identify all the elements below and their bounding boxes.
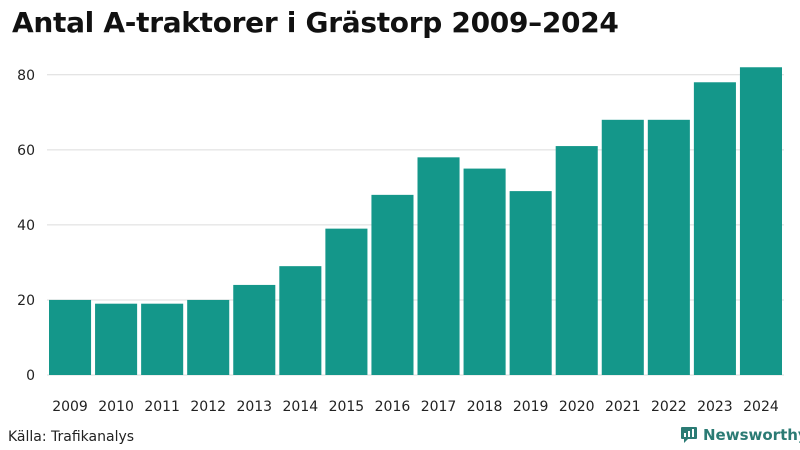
chart-title: Antal A-traktorer i Grästorp 2009–2024 bbox=[12, 6, 619, 39]
x-tick-label: 2020 bbox=[559, 399, 595, 415]
bar-2015 bbox=[325, 228, 368, 375]
bar-2012 bbox=[187, 299, 230, 375]
bars bbox=[49, 67, 782, 376]
bar-2017 bbox=[417, 157, 460, 375]
bar-2020 bbox=[555, 146, 598, 375]
y-axis-ticks: 0 20 40 60 80 bbox=[17, 68, 35, 384]
x-tick-label: 2010 bbox=[98, 399, 134, 415]
y-tick-label: 0 bbox=[26, 368, 35, 384]
x-tick-label: 2015 bbox=[329, 399, 365, 415]
brand-logo: Newsworthy bbox=[680, 426, 800, 444]
bar-2021 bbox=[601, 119, 644, 375]
y-tick-label: 40 bbox=[17, 218, 35, 234]
bar-2014 bbox=[279, 266, 322, 375]
x-tick-label: 2013 bbox=[236, 399, 272, 415]
x-tick-label: 2016 bbox=[375, 399, 411, 415]
x-tick-label: 2014 bbox=[283, 399, 319, 415]
x-tick-label: 2023 bbox=[697, 399, 733, 415]
y-tick-label: 80 bbox=[17, 68, 35, 84]
x-tick-label: 2019 bbox=[513, 399, 549, 415]
bar-2011 bbox=[141, 303, 184, 375]
x-tick-label: 2017 bbox=[421, 399, 457, 415]
x-axis-ticks: 2009 2010 2011 2012 2013 2014 2015 2016 2017 2018… bbox=[52, 399, 779, 415]
bar-2023 bbox=[693, 82, 736, 376]
bar-2009 bbox=[49, 299, 92, 375]
bar-2013 bbox=[233, 284, 276, 375]
bar-2024 bbox=[739, 67, 782, 375]
bar-2018 bbox=[463, 168, 506, 375]
x-tick-label: 2024 bbox=[743, 399, 779, 415]
x-tick-label: 2009 bbox=[52, 399, 88, 415]
bar-2019 bbox=[509, 191, 552, 375]
x-tick-label: 2011 bbox=[144, 399, 180, 415]
source-note: Källa: Trafikanalys bbox=[8, 429, 135, 445]
brand-name: Newsworthy bbox=[703, 426, 800, 444]
y-tick-label: 20 bbox=[17, 293, 35, 309]
y-tick-label: 60 bbox=[17, 143, 35, 159]
bar-2010 bbox=[95, 303, 138, 375]
x-tick-label: 2012 bbox=[190, 399, 226, 415]
newsworthy-logo-icon bbox=[681, 427, 697, 443]
x-tick-label: 2022 bbox=[651, 399, 687, 415]
bar-2016 bbox=[371, 194, 414, 375]
x-tick-label: 2018 bbox=[467, 399, 503, 415]
bar-2022 bbox=[647, 119, 690, 375]
x-tick-label: 2021 bbox=[605, 399, 641, 415]
